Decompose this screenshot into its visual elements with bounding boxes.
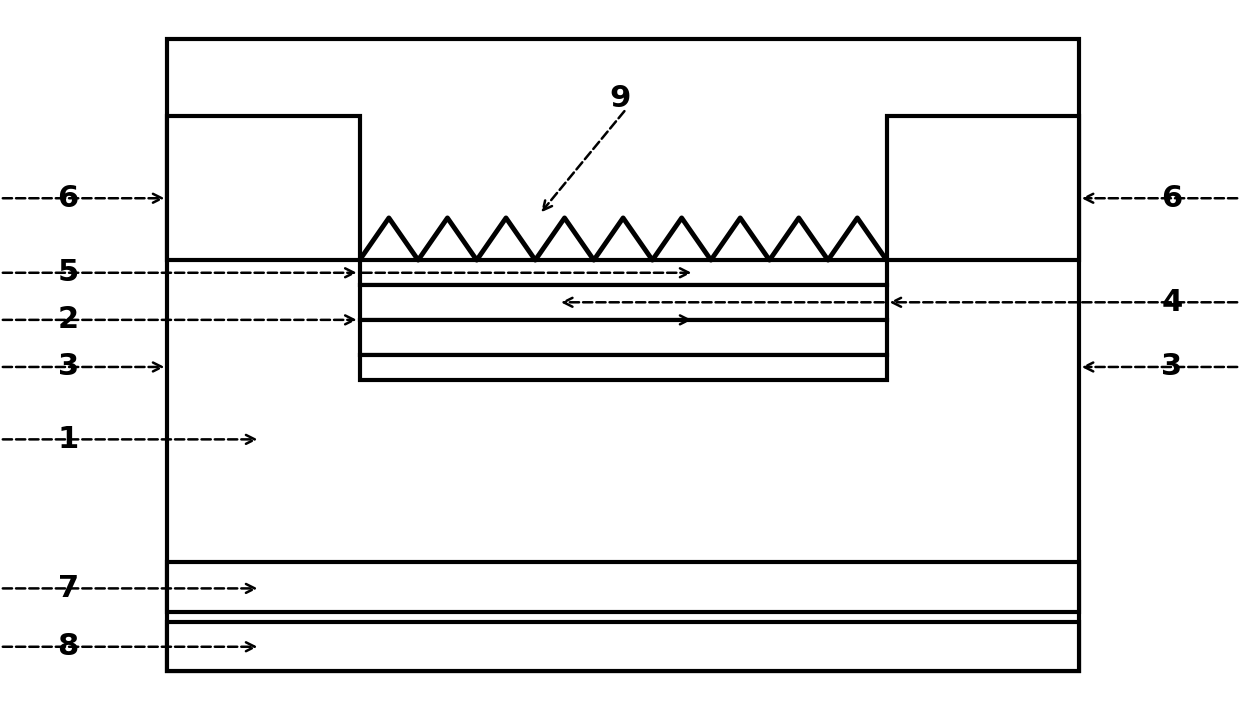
Text: 8: 8 — [57, 632, 79, 662]
Bar — [167, 562, 1079, 612]
Bar — [167, 39, 1079, 671]
Text: 2: 2 — [57, 305, 79, 335]
Text: 5: 5 — [57, 258, 79, 288]
Text: 3: 3 — [57, 352, 79, 382]
Bar — [360, 320, 887, 355]
Bar — [167, 116, 360, 260]
Bar — [360, 260, 887, 285]
Bar — [167, 622, 1079, 671]
Bar — [887, 116, 1079, 260]
Text: 1: 1 — [57, 425, 79, 454]
Text: 6: 6 — [1161, 183, 1183, 213]
Text: 4: 4 — [1161, 288, 1183, 317]
Bar — [360, 285, 887, 320]
Text: 6: 6 — [57, 183, 79, 213]
Text: 9: 9 — [609, 84, 631, 113]
Text: 3: 3 — [1161, 352, 1183, 382]
Bar — [360, 355, 887, 380]
Text: 7: 7 — [57, 574, 79, 603]
